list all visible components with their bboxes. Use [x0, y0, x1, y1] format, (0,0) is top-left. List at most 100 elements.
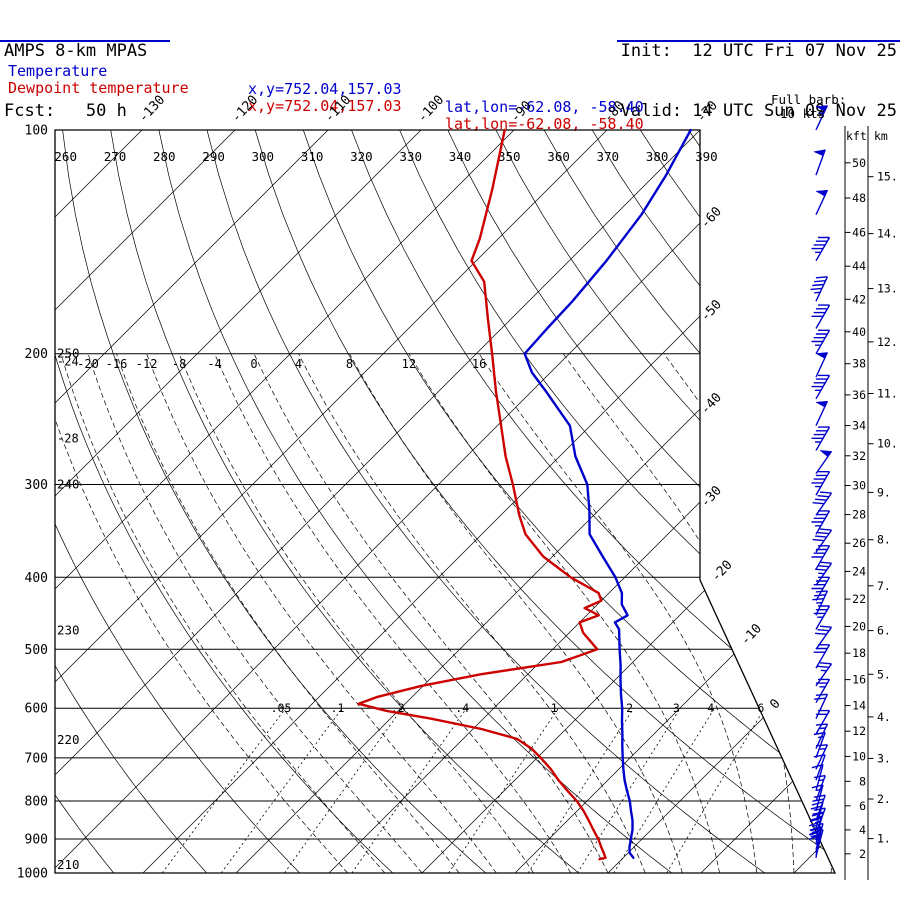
forecast-hour: Fcst: 50 h [4, 101, 127, 121]
kft-tick-label: 24 [852, 564, 866, 578]
moist-adiabat-label: -8 [172, 357, 186, 371]
kft-tick-label: 38 [852, 357, 866, 371]
kft-tick-label: 28 [852, 508, 866, 522]
altitude-scales: kft km24681012141618202224262830323436384… [844, 126, 898, 880]
kft-tick-label: 50 [852, 156, 866, 170]
kft-tick-label: 32 [852, 449, 866, 463]
moist-adiabat-label: -16 [106, 357, 128, 371]
km-tick-label: 12. [877, 335, 898, 349]
km-tick-label: 15. [877, 170, 898, 184]
barb-legend: Full barb:10 kts [771, 92, 846, 121]
kft-tick-label: 16 [852, 673, 866, 687]
km-tick-label: 2. [877, 792, 891, 806]
dry-adiabat-label-top: 280 [153, 149, 176, 164]
moist-adiabat-label: 12 [402, 357, 416, 371]
km-tick-label: 1. [877, 832, 891, 846]
legend-dewpoint-row: Dewpoint temperature x,y=752.04,157.03 l… [0, 61, 900, 133]
temperature-legend-label: Temperature [8, 62, 108, 80]
model-header: AMPS 8-km MPAS Fcst: 50 h [4, 1, 147, 141]
header-rule-left [0, 40, 170, 42]
moist-adiabat-label: -24 [57, 355, 79, 369]
dry-adiabat-label-left: 220 [57, 732, 80, 747]
kft-tick-label: 44 [852, 259, 866, 273]
moist-adiabat-label: -20 [77, 357, 99, 371]
kft-tick-label: 14 [852, 699, 866, 713]
moist-adiabat-label: 8 [346, 357, 353, 371]
mixing-ratio-label: 3 [673, 701, 680, 715]
moist-adiabat-label: -12 [136, 357, 158, 371]
dry-adiabat-label-top: 380 [646, 149, 669, 164]
dry-adiabat-label-top: 370 [597, 149, 620, 164]
kft-tick-label: 6 [859, 799, 866, 813]
moist-adiabat-label: -28 [57, 431, 79, 445]
isotherm-label-right: -40 [698, 390, 725, 417]
pressure-tick-label: 300 [25, 478, 48, 493]
kft-tick-label: 36 [852, 388, 866, 402]
dewpoint-grid-coords: x,y=752.04,157.03 [248, 97, 402, 115]
isotherm-label-right: -60 [698, 204, 725, 231]
kft-tick-label: 10 [852, 749, 866, 763]
dry-adiabat-label-left: 210 [57, 857, 80, 872]
kft-tick-label: 8 [859, 774, 866, 788]
kft-tick-label: 34 [852, 419, 866, 433]
dry-adiabat-label-top: 340 [449, 149, 472, 164]
chart-frame [54, 129, 837, 874]
dry-adiabat-label-left: 230 [57, 623, 80, 638]
dry-adiabat-label-top: 270 [104, 149, 127, 164]
dry-adiabat-label-top: 320 [350, 149, 373, 164]
temperature-trace [523, 128, 692, 859]
kft-tick-label: 20 [852, 619, 866, 633]
km-tick-label: 11. [877, 387, 898, 401]
temperature-grid-coords: x,y=752.04,157.03 [248, 80, 402, 98]
km-axis-title: km [874, 129, 888, 143]
isotherm-label-right: 0 [767, 696, 783, 712]
km-tick-label: 3. [877, 751, 891, 765]
dewpoint-legend-label: Dewpoint temperature [8, 79, 189, 97]
mixing-ratio-label: .05 [271, 701, 292, 715]
kft-tick-label: 42 [852, 292, 866, 306]
mixing-ratio-label: 4 [707, 701, 714, 715]
km-tick-label: 13. [877, 282, 898, 296]
isotherm-label-right: -30 [698, 483, 725, 510]
km-tick-label: 7. [877, 579, 891, 593]
isotherm-label-top: -80 [601, 98, 628, 125]
moist-adiabat-label: 16 [472, 357, 486, 371]
km-tick-label: 10. [877, 437, 898, 451]
valid-time: Valid: 14 UTC Sun 09 Nov 25 [620, 101, 897, 121]
kft-tick-label: 18 [852, 646, 866, 660]
dry-adiabat-label-left: 240 [57, 477, 80, 492]
mixing-ratio-label: 6 [757, 701, 764, 715]
dry-adiabat-label-top: 360 [547, 149, 570, 164]
isotherm-label-top: -70 [694, 98, 721, 125]
kft-tick-label: 12 [852, 724, 866, 738]
kft-axis-title: kft [846, 129, 867, 143]
init-time: Init: 12 UTC Fri 07 Nov 25 [620, 41, 897, 61]
dry-adiabat-label-top: 390 [695, 149, 718, 164]
temperature-latlon: lat,lon=-62.08, -58.40 [445, 98, 644, 116]
pressure-tick-label: 100 [25, 124, 48, 139]
isotherm-label-top: -110 [322, 93, 354, 126]
pressure-tick-label: 600 [25, 702, 48, 717]
legend-temperature-row: Temperature x,y=752.04,157.03 lat,lon=-6… [0, 44, 900, 116]
dewpoint-latlon: lat,lon=-62.08, -58.40 [445, 115, 644, 133]
dry-adiabat-label-top: 260 [54, 149, 77, 164]
isotherm-label-top: -100 [415, 93, 447, 126]
kft-tick-label: 48 [852, 191, 866, 205]
mixing-ratio-label: .1 [331, 701, 345, 715]
mixing-ratio-label: 1 [551, 701, 558, 715]
km-tick-label: 5. [877, 667, 891, 681]
background-grid [55, 130, 835, 873]
kft-tick-label: 46 [852, 225, 866, 239]
moist-adiabat-label: -4 [207, 357, 221, 371]
moist-adiabat-label: 0 [250, 357, 257, 371]
moist-adiabat-label: 4 [295, 357, 302, 371]
dry-adiabat-label-top: 350 [498, 149, 521, 164]
km-tick-label: 6. [877, 624, 891, 638]
isotherm-label-top: -90 [508, 98, 535, 125]
mixing-ratio-label: 2 [626, 701, 633, 715]
dry-adiabat-label-top: 330 [399, 149, 422, 164]
dewpoint-trace [357, 128, 607, 861]
pressure-tick-label: 200 [25, 347, 48, 362]
